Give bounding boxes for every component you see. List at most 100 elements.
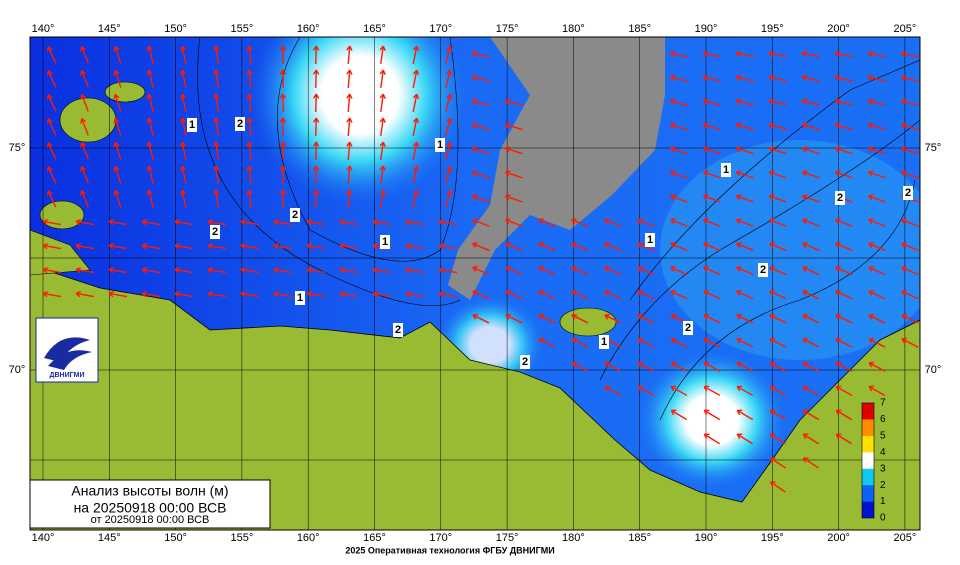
arrow-shaft: [736, 290, 754, 300]
arrow-shaft: [76, 268, 94, 274]
arrow-head: [379, 165, 386, 171]
arrow-head: [802, 313, 808, 320]
arrow: [273, 266, 292, 274]
arrow-head: [179, 93, 187, 100]
arrow-shaft: [114, 46, 122, 64]
arrow: [405, 218, 424, 226]
arrow-head: [75, 290, 82, 298]
arrow: [246, 189, 253, 209]
arrow: [801, 194, 820, 203]
arrow: [702, 50, 721, 58]
arrow-head: [571, 218, 577, 225]
arrow: [108, 290, 127, 298]
arrow-head: [670, 289, 676, 296]
arrow: [867, 194, 886, 203]
arrow-shaft: [406, 244, 424, 250]
arrow-shaft: [736, 52, 754, 58]
arrow-head: [246, 141, 253, 147]
arrow: [174, 242, 193, 250]
arrow-head: [669, 194, 676, 201]
arrow-head: [346, 117, 353, 123]
arrow-head: [604, 313, 610, 320]
arrow-shaft: [76, 244, 94, 250]
arrow-head: [213, 93, 220, 99]
arrow-shaft: [901, 123, 919, 131]
arrow-shaft: [670, 266, 688, 276]
arrow-shaft: [802, 409, 820, 421]
arrow-head: [900, 122, 907, 129]
arrow-head: [901, 337, 908, 344]
arrow-head: [769, 266, 775, 272]
arrow-head: [279, 117, 287, 123]
arrow: [901, 266, 919, 276]
arrow-shaft: [81, 94, 89, 112]
arrow: [571, 218, 589, 227]
arrow-head: [240, 266, 247, 274]
arrow-head: [505, 242, 511, 249]
arrow-head: [207, 242, 214, 250]
arrow-shaft: [901, 242, 919, 252]
arrow-head: [108, 242, 115, 250]
arrow-shaft: [282, 93, 284, 113]
arrow: [670, 361, 688, 372]
arrow-shaft: [114, 190, 122, 208]
arrow-shaft: [835, 409, 853, 421]
contour-label: 1: [382, 236, 388, 248]
arrow-head: [702, 74, 709, 81]
arrow-shaft: [373, 292, 391, 298]
arrow: [207, 266, 226, 274]
arrow: [669, 146, 688, 155]
arrow: [146, 69, 154, 88]
arrow-head: [113, 117, 120, 124]
arrow: [868, 289, 886, 300]
arrow: [768, 170, 787, 179]
arrow: [735, 194, 754, 203]
arrow: [900, 170, 919, 179]
arrow: [179, 93, 187, 112]
map-frame: [29, 36, 921, 531]
arrow: [801, 98, 820, 107]
arrow: [736, 266, 754, 276]
arrow-shaft: [703, 338, 721, 348]
arrow-head: [604, 289, 610, 296]
arrow-head: [339, 218, 346, 226]
arrow-head: [273, 290, 280, 298]
arrow-shaft: [736, 409, 754, 421]
arrow: [42, 242, 61, 250]
arrow-head: [471, 122, 478, 129]
arrow: [802, 433, 820, 445]
arrow-shaft: [282, 165, 284, 185]
arrow-shaft: [703, 99, 721, 107]
arrow-head: [669, 122, 676, 129]
arrow-shaft: [43, 220, 61, 226]
arrow-head: [637, 337, 644, 344]
arrow: [472, 289, 490, 300]
arrow: [46, 46, 57, 64]
arrow-head: [446, 69, 453, 76]
arrow-head: [80, 142, 87, 148]
arrow: [802, 361, 820, 372]
arrow-head: [768, 170, 775, 177]
arrow: [471, 122, 490, 131]
arrow-head: [412, 165, 420, 172]
arrow: [571, 313, 589, 324]
arrow: [834, 146, 853, 155]
arrow-shaft: [835, 99, 853, 107]
arrow-shaft: [505, 290, 523, 300]
arrow: [75, 266, 94, 274]
arrow-shaft: [769, 195, 787, 203]
lon-label-top: 145°: [98, 23, 121, 35]
contour-label: 1: [647, 234, 653, 246]
arrow-shaft: [208, 268, 226, 274]
arrow: [80, 166, 89, 184]
arrow-head: [141, 290, 148, 298]
arrow: [769, 409, 787, 421]
arrow: [472, 242, 490, 252]
arrow: [80, 118, 89, 136]
arrow: [735, 50, 754, 58]
arrow-head: [802, 385, 809, 392]
arrow-head: [901, 266, 907, 272]
arrow-head: [736, 218, 742, 225]
arrow-head: [868, 337, 875, 344]
arrow-shaft: [901, 266, 919, 276]
